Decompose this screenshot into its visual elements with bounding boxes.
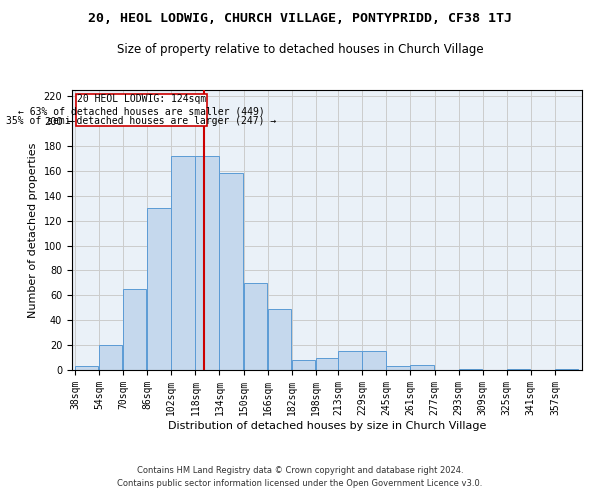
X-axis label: Distribution of detached houses by size in Church Village: Distribution of detached houses by size …: [168, 420, 486, 430]
Bar: [268, 309, 291, 370]
Text: 20 HEOL LODWIG: 124sqm: 20 HEOL LODWIG: 124sqm: [77, 94, 206, 104]
Bar: [220, 174, 243, 370]
Bar: [196, 156, 218, 370]
Bar: [292, 360, 315, 370]
Bar: [386, 366, 410, 370]
Bar: [507, 369, 530, 370]
Bar: [410, 365, 434, 370]
Bar: [171, 156, 194, 370]
Bar: [555, 369, 578, 370]
FancyBboxPatch shape: [76, 94, 206, 126]
Bar: [316, 358, 339, 370]
Bar: [75, 366, 98, 370]
Y-axis label: Number of detached properties: Number of detached properties: [28, 142, 38, 318]
Bar: [123, 289, 146, 370]
Bar: [99, 345, 122, 370]
Text: 20, HEOL LODWIG, CHURCH VILLAGE, PONTYPRIDD, CF38 1TJ: 20, HEOL LODWIG, CHURCH VILLAGE, PONTYPR…: [88, 12, 512, 26]
Bar: [362, 352, 386, 370]
Text: 35% of semi-detached houses are larger (247) →: 35% of semi-detached houses are larger (…: [6, 116, 277, 126]
Bar: [147, 208, 170, 370]
Text: Contains HM Land Registry data © Crown copyright and database right 2024.
Contai: Contains HM Land Registry data © Crown c…: [118, 466, 482, 487]
Text: ← 63% of detached houses are smaller (449): ← 63% of detached houses are smaller (44…: [18, 106, 265, 116]
Bar: [338, 352, 362, 370]
Bar: [244, 283, 267, 370]
Text: Size of property relative to detached houses in Church Village: Size of property relative to detached ho…: [116, 42, 484, 56]
Bar: [458, 369, 482, 370]
